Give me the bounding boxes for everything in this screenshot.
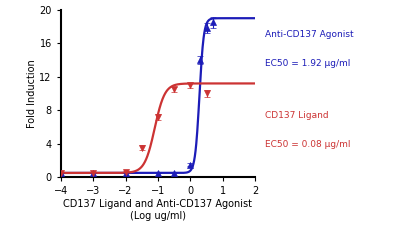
X-axis label: CD137 Ligand and Anti-CD137 Agonist
(Log ug/ml): CD137 Ligand and Anti-CD137 Agonist (Log… (64, 199, 252, 220)
Y-axis label: Fold Induction: Fold Induction (27, 59, 36, 128)
Text: EC50 = 0.08 μg/ml: EC50 = 0.08 μg/ml (265, 140, 351, 149)
Text: CD137 Ligand: CD137 Ligand (265, 111, 329, 120)
Text: EC50 = 1.92 μg/ml: EC50 = 1.92 μg/ml (265, 59, 351, 68)
Text: Anti-CD137 Agonist: Anti-CD137 Agonist (265, 30, 354, 39)
